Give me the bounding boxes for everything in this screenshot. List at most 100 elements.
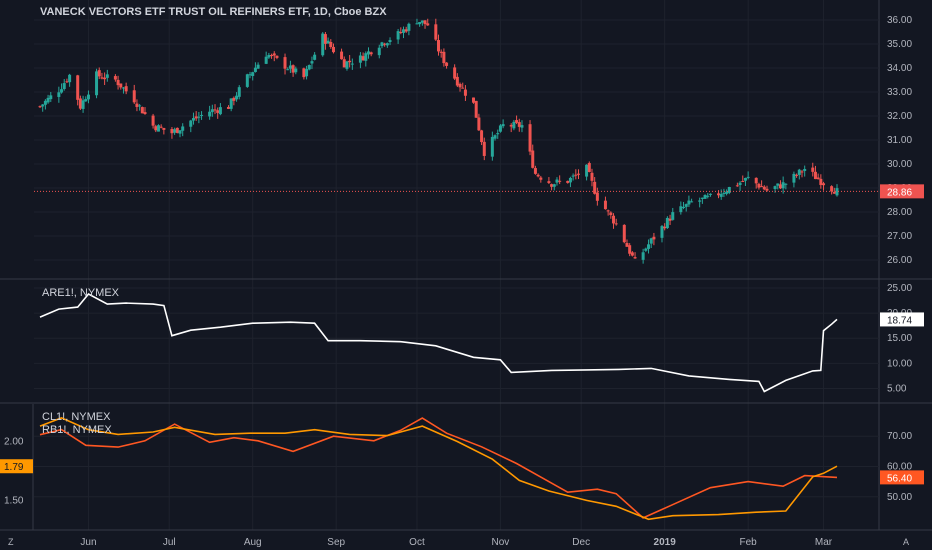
candle-body [813,171,817,180]
candle-body [455,76,459,86]
candle-body [200,114,204,116]
candle-body [175,127,179,133]
candle-body [461,87,465,89]
cl-value-badge [880,470,924,485]
candle-body [218,107,222,115]
candle-body [159,126,163,128]
candle-body [649,238,653,244]
are-pane-title: ARE1!, NYMEX [42,287,120,299]
candle-body [628,245,632,254]
y-tick-label: 31.00 [887,135,912,146]
candle-body [547,181,551,183]
candle-body [310,61,314,64]
candle-body [668,218,672,221]
candle-body [288,65,292,69]
candle-body [708,193,712,195]
candle-body [331,46,335,53]
x-tick-label: Jun [80,537,96,548]
y-tick-label: 32.00 [887,111,912,122]
candle-body [226,107,230,109]
candle-body [154,126,158,131]
candle-body [60,89,64,93]
candle-body [256,64,260,69]
candle-body [143,112,147,114]
candle-body [633,257,637,259]
candle-body [291,65,295,73]
candle-body [358,55,362,63]
candle-body [321,33,325,56]
candle-body [264,56,268,64]
candle-body [665,217,669,229]
candle-body [286,69,290,71]
candle-body [237,87,241,97]
candle-body [778,184,782,189]
candle-body [140,107,144,114]
candle-body [245,74,249,87]
candle-body [86,94,90,100]
candle-body [326,40,330,44]
candle-body [399,32,403,34]
candle-body [366,51,370,55]
candle-body [830,186,834,192]
candle-body [305,69,309,77]
candle-body [68,74,72,83]
candle-body [364,53,368,61]
candle-body [105,74,109,78]
cl-series-line [39,417,838,519]
candle-body [630,252,634,256]
candle-body [577,173,581,175]
candle-body [267,55,271,58]
candle-body [652,236,656,240]
candle-body [173,129,177,133]
candle-body [509,125,513,127]
y-tick-label: 10.00 [887,358,912,369]
candle-body [132,90,136,103]
candle-body [151,115,155,126]
candle-body [741,180,745,182]
y-tick-label: 5.00 [887,383,907,394]
are-value-label: 18.74 [887,315,912,326]
candle-body [593,181,597,194]
candle-body [313,54,317,60]
candle-body [270,55,274,57]
candle-body [113,76,117,80]
candle-body [84,99,88,102]
candle-body [191,118,195,121]
x-tick-label: Aug [244,537,262,548]
rb-value-label: 1.79 [4,462,24,473]
candle-body [348,60,352,63]
candle-body [345,61,349,69]
candle-body [660,226,664,238]
candle-body [609,212,613,216]
candle-body [568,177,572,183]
y-tick-label: 28.00 [887,207,912,218]
candle-body [329,41,333,48]
candle-body [49,95,53,100]
x-tick-label: Jul [163,537,176,548]
candle-body [340,51,344,60]
candle-body [797,169,801,175]
candle-body [738,182,742,185]
candle-body [585,164,589,177]
candle-body [533,168,537,174]
y-tick-label: 27.00 [887,231,912,242]
candle-body [811,167,815,172]
candle-body [369,52,373,55]
candle-body [361,56,365,61]
candle-body [388,40,392,42]
candle-body [792,173,796,183]
candle-body [819,178,823,185]
candle-body [43,100,47,105]
candle-body [385,43,389,46]
candle-body [97,70,101,77]
candle-body [703,194,707,199]
candle-body [121,87,125,89]
candle-body [760,186,764,188]
candle-body [803,168,807,171]
candle-body [232,97,236,101]
candle-body [663,226,667,229]
candle-body [765,188,769,191]
candle-body [38,106,42,108]
